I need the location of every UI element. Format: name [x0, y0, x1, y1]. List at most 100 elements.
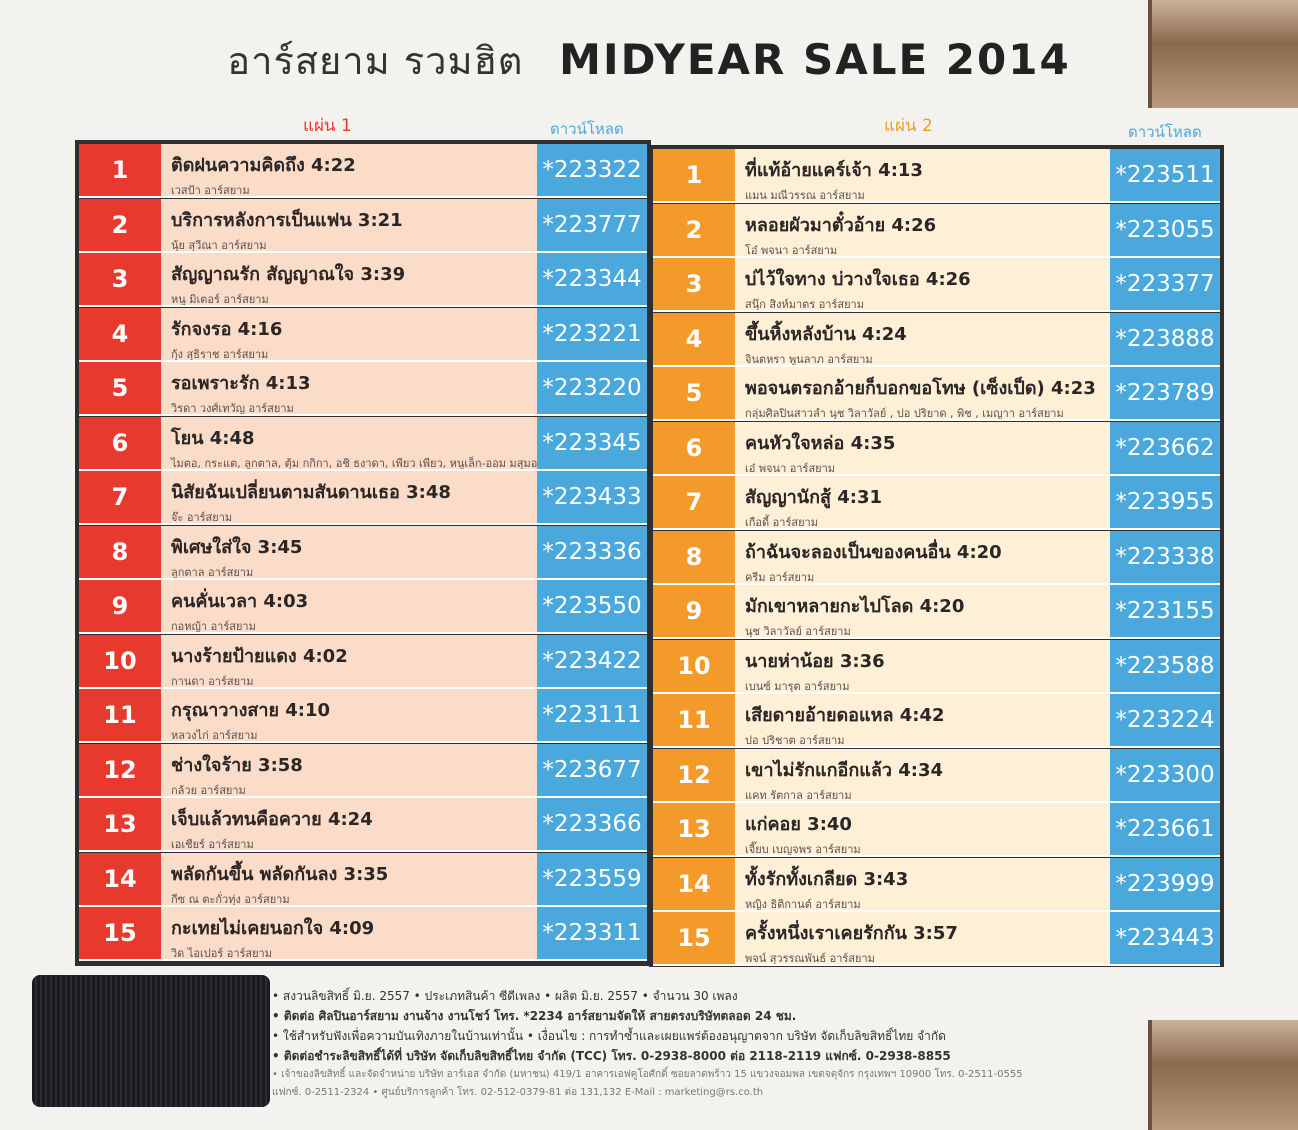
track-number: 4 — [79, 307, 161, 360]
track-info: ถ้าฉันจะลองเป็นของคนอื่น 4:20 ครีม อาร์ส… — [735, 530, 1110, 583]
track-title: ช่างใจร้าย 3:58 — [171, 754, 303, 776]
track-number: 15 — [79, 907, 161, 959]
download-code: *223443 — [1110, 912, 1220, 964]
track-artist: เจี๊ยบ เบญจพร อาร์สยาม — [745, 843, 861, 855]
album-title: อาร์สยาม รวมฮิต MIDYEAR SALE 2014 — [0, 30, 1298, 91]
track-number: 10 — [653, 639, 735, 692]
track-info: เขาไม่รักแกอีกแล้ว 4:34 แคท รัตกาล อาร์ส… — [735, 748, 1110, 801]
album-title-english: MIDYEAR SALE 2014 — [559, 35, 1071, 84]
track-artist: ไมตอ, กระแต, ลูกตาล, ตุ้ม กกิกา, อชิ ธงา… — [171, 456, 537, 469]
track-artist: ปอ ปริชาต อาร์สยาม — [745, 734, 845, 746]
track-row: 8 พิเศษใส่ใจ 3:45 ลูกตาล อาร์สยาม *22333… — [79, 525, 647, 580]
track-title: คนคั่นเวลา 4:03 — [171, 591, 309, 612]
track-artist: หนู มิเตอร์ อาร์สยาม — [171, 293, 269, 305]
track-number: 3 — [653, 258, 735, 310]
track-row: 4 รักจงรอ 4:16 กุ้ง สุธิราช อาร์สยาม *22… — [79, 307, 647, 362]
download-code: *223338 — [1110, 530, 1220, 583]
track-info: สัญญาณรัก สัญญาณใจ 3:39 หนู มิเตอร์ อาร์… — [161, 253, 537, 305]
track-title: พอจนตรอกอ้ายก็บอกขอโทษ (เซ็งเป็ด) 4:23 — [745, 378, 1096, 399]
track-info: หลอยผัวมาตั๋วอ้าย 4:26 โอ๋ พจนา อาร์สยาม — [735, 203, 1110, 256]
footer-line: • ติดต่อชำระลิขสิทธิ์ได้ที่ บริษัท จัดเก… — [272, 1049, 951, 1063]
track-row: 12 เขาไม่รักแกอีกแล้ว 4:34 แคท รัตกาล อา… — [653, 748, 1220, 803]
disc-1-tracklist: 1 ติดฝนความคิดถึง 4:22 เวสป้า อาร์สยาม *… — [75, 140, 651, 966]
track-row: 12 ช่างใจร้าย 3:58 กล้วย อาร์สยาม *22367… — [79, 743, 647, 798]
download-code: *223422 — [537, 634, 647, 687]
track-title: นิสัยฉันเปลี่ยนตามสันดานเธอ 3:48 — [171, 482, 451, 503]
download-code: *223111 — [537, 689, 647, 741]
track-row: 9 มักเขาหลายกะไปโลด 4:20 นุช วิลาวัลย์ อ… — [653, 585, 1220, 639]
download-code: *223366 — [537, 798, 647, 850]
track-artist: ลูกตาล อาร์สยาม — [171, 565, 254, 578]
track-artist: พจน์ สุวรรณพันธ์ อาร์สยาม — [745, 952, 875, 964]
track-title: กะเทยไม่เคยนอกใจ 4:09 — [171, 918, 375, 939]
track-number: 3 — [79, 253, 161, 305]
track-info: เจ็บแล้วทนคือควาย 4:24 เอเชียร์ อาร์สยาม — [161, 798, 537, 850]
track-number: 14 — [79, 852, 161, 905]
track-info: เสียดายอ้ายดอแหล 4:42 ปอ ปริชาต อาร์สยาม — [735, 694, 1110, 746]
track-title: เขาไม่รักแกอีกแล้ว 4:34 — [745, 759, 944, 781]
track-info: ครั้งหนึ่งเราเคยรักกัน 3:57 พจน์ สุวรรณพ… — [735, 912, 1110, 964]
track-artist: กอหญ้า อาร์สยาม — [171, 620, 256, 632]
track-row: 5 รอเพราะรัก 4:13 วิรดา วงศ์เทวัญ อาร์สย… — [79, 362, 647, 416]
track-row: 8 ถ้าฉันจะลองเป็นของคนอื่น 4:20 ครีม อาร… — [653, 530, 1220, 585]
track-title: ถ้าฉันจะลองเป็นของคนอื่น 4:20 — [745, 541, 1002, 563]
track-row: 11 กรุณาวางสาย 4:10 หลวงไก่ อาร์สยาม *22… — [79, 689, 647, 743]
track-row: 10 นางร้ายป้ายแดง 4:02 กานดา อาร์สยาม *2… — [79, 634, 647, 689]
album-title-thai: อาร์สยาม รวมฮิต — [227, 39, 524, 83]
download-code: *223999 — [1110, 857, 1220, 910]
track-title: บ่ไว้ใจทาง บ่วางใจเธอ 4:26 — [745, 269, 971, 290]
download-code: *223888 — [1110, 312, 1220, 365]
track-row: 7 สัญญานักสู้ 4:31 เกือดี้ อาร์สยาม *223… — [653, 476, 1220, 530]
track-row: 14 พลัดกันขึ้น พลัดกันลง 3:35 กีซ ณ ตะกั… — [79, 852, 647, 907]
track-info: นิสัยฉันเปลี่ยนตามสันดานเธอ 3:48 จ๊ะ อาร… — [161, 471, 537, 523]
track-info: โยน 4:48 ไมตอ, กระแต, ลูกตาล, ตุ้ม กกิกา… — [161, 416, 537, 469]
track-info: บ่ไว้ใจทาง บ่วางใจเธอ 4:26 สนุ๊ก สิงห์มา… — [735, 258, 1110, 310]
track-artist: จ๊ะ อาร์สยาม — [171, 511, 233, 523]
track-info: คนหัวใจหล่อ 4:35 เอ๋ พจนา อาร์สยาม — [735, 421, 1110, 474]
track-row: 5 พอจนตรอกอ้ายก็บอกขอโทษ (เซ็งเป็ด) 4:23… — [653, 367, 1220, 421]
track-artist: หลวงไก่ อาร์สยาม — [171, 729, 258, 741]
track-row: 3 บ่ไว้ใจทาง บ่วางใจเธอ 4:26 สนุ๊ก สิงห์… — [653, 258, 1220, 312]
download-code: *223955 — [1110, 476, 1220, 528]
download-code: *223220 — [537, 362, 647, 414]
track-number: 7 — [79, 471, 161, 523]
download-code: *223224 — [1110, 694, 1220, 746]
track-title: ที่แท้อ้ายแคร์เจ้า 4:13 — [745, 160, 923, 181]
download-code: *223336 — [537, 525, 647, 578]
track-artist: วิด ไอเปอร์ อาร์สยาม — [171, 947, 272, 959]
track-info: รอเพราะรัก 4:13 วิรดา วงศ์เทวัญ อาร์สยาม — [161, 362, 537, 414]
track-title: ติดฝนความคิดถึง 4:22 — [171, 155, 356, 176]
disc-1-download-label: ดาวน์โหลด — [550, 120, 624, 138]
track-number: 6 — [79, 416, 161, 469]
track-number: 1 — [653, 149, 735, 201]
case-hinge-top — [1148, 0, 1298, 108]
download-code: *223377 — [1110, 258, 1220, 310]
track-info: พิเศษใส่ใจ 3:45 ลูกตาล อาร์สยาม — [161, 525, 537, 578]
track-info: สัญญานักสู้ 4:31 เกือดี้ อาร์สยาม — [735, 476, 1110, 528]
track-row: 2 หลอยผัวมาตั๋วอ้าย 4:26 โอ๋ พจนา อาร์สย… — [653, 203, 1220, 258]
track-number: 14 — [653, 857, 735, 910]
track-info: พอจนตรอกอ้ายก็บอกขอโทษ (เซ็งเป็ด) 4:23 ก… — [735, 367, 1110, 419]
track-row: 15 กะเทยไม่เคยนอกใจ 4:09 วิด ไอเปอร์ อาร… — [79, 907, 647, 961]
track-row: 13 แก่คอย 3:40 เจี๊ยบ เบญจพร อาร์สยาม *2… — [653, 803, 1220, 857]
track-title: โยน 4:48 — [171, 427, 255, 449]
track-number: 13 — [79, 798, 161, 850]
track-artist: กล้วย อาร์สยาม — [171, 783, 246, 796]
track-row: 14 ทั้งรักทั้งเกลียด 3:43 หญิง ธิติกานต์… — [653, 857, 1220, 912]
download-code: *223661 — [1110, 803, 1220, 855]
track-number: 1 — [79, 144, 161, 196]
track-number: 7 — [653, 476, 735, 528]
footer-small-line: • เจ้าของลิขสิทธิ์ และจัดจำหน่าย บริษัท … — [272, 1069, 1023, 1080]
track-row: 6 โยน 4:48 ไมตอ, กระแต, ลูกตาล, ตุ้ม กกิ… — [79, 416, 647, 471]
track-row: 2 บริการหลังการเป็นแฟน 3:21 นุ้ย สุวีณา … — [79, 198, 647, 253]
track-info: แก่คอย 3:40 เจี๊ยบ เบญจพร อาร์สยาม — [735, 803, 1110, 855]
track-title: กรุณาวางสาย 4:10 — [171, 700, 331, 721]
track-info: มักเขาหลายกะไปโลด 4:20 นุช วิลาวัลย์ อาร… — [735, 585, 1110, 637]
track-info: กรุณาวางสาย 4:10 หลวงไก่ อาร์สยาม — [161, 689, 537, 741]
track-artist: กุ้ง สุธิราช อาร์สยาม — [171, 347, 269, 360]
track-title: ขึ้นหิ้งหลังบ้าน 4:24 — [745, 323, 907, 345]
track-artist: กีซ ณ ตะกั่วทุ่ง อาร์สยาม — [171, 892, 290, 905]
track-info: ที่แท้อ้ายแคร์เจ้า 4:13 แมน มณีวรรณ อาร์… — [735, 149, 1110, 201]
track-row: 1 ติดฝนความคิดถึง 4:22 เวสป้า อาร์สยาม *… — [79, 144, 647, 198]
track-row: 4 ขึ้นหิ้งหลังบ้าน 4:24 จินตหรา พูนลาภ อ… — [653, 312, 1220, 367]
